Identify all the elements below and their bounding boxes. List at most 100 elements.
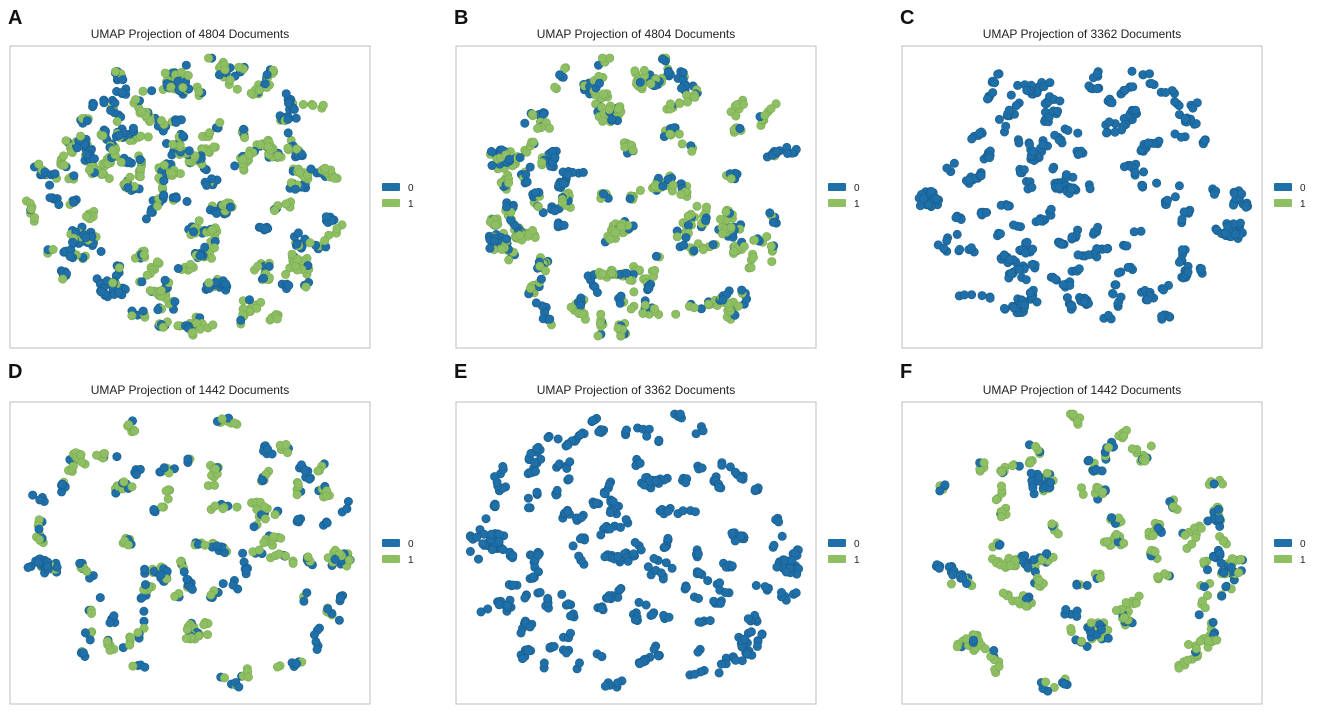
point-class-0 [1025,139,1035,149]
point-class-0 [647,610,657,620]
point-class-1 [178,83,188,93]
point-class-0 [69,171,79,181]
legend: 01 [828,183,860,210]
point-class-1 [629,287,639,297]
point-class-0 [99,98,109,108]
point-class-1 [268,532,278,542]
point-class-1 [220,673,230,683]
point-class-1 [77,457,87,467]
point-class-1 [1042,468,1052,478]
point-class-0 [135,155,145,165]
point-class-0 [139,606,149,616]
legend-label-1: 1 [408,199,414,210]
legend: 01 [1274,539,1306,566]
point-class-0 [476,607,486,617]
point-class-0 [990,78,1000,88]
point-class-0 [117,87,127,97]
point-class-0 [621,515,631,525]
point-class-0 [649,553,659,563]
point-class-1 [497,245,507,255]
point-class-0 [159,176,169,186]
point-class-0 [948,570,958,580]
point-class-1 [208,320,218,330]
point-class-1 [665,99,675,109]
point-class-0 [958,573,968,583]
point-class-0 [664,612,674,622]
point-class-0 [703,576,713,586]
point-class-1 [272,662,282,672]
point-class-1 [689,303,699,313]
point-class-1 [153,201,163,211]
point-class-0 [768,217,778,227]
point-class-0 [1174,181,1184,191]
point-class-1 [58,151,68,161]
point-class-0 [1062,170,1072,180]
legend: 01 [828,539,860,566]
point-class-0 [539,658,549,668]
point-class-1 [268,65,278,75]
point-class-1 [102,636,112,646]
point-class-0 [487,161,497,171]
point-class-0 [621,268,631,278]
point-class-0 [576,430,586,440]
point-class-0 [731,655,741,665]
point-class-0 [597,651,607,661]
point-class-0 [663,533,673,543]
point-class-0 [1027,260,1037,270]
point-class-0 [96,287,106,297]
point-class-1 [176,557,186,567]
point-class-1 [76,450,86,460]
point-class-0 [502,202,512,212]
point-class-0 [260,224,270,234]
point-class-0 [591,498,601,508]
point-class-1 [674,129,684,139]
point-class-1 [220,65,230,75]
point-class-0 [654,435,664,445]
point-class-0 [545,314,555,324]
point-class-0 [1006,90,1016,100]
point-class-0 [561,648,571,658]
point-class-1 [668,180,678,190]
point-class-1 [766,104,776,114]
point-class-1 [195,324,205,334]
point-class-0 [1230,229,1240,239]
point-class-1 [200,540,210,550]
point-class-1 [173,321,183,331]
point-class-1 [293,479,303,489]
point-class-0 [1203,565,1213,575]
point-class-0 [342,504,352,514]
point-class-1 [156,116,166,126]
panel-letter: E [454,361,467,383]
point-class-0 [1223,221,1233,231]
point-class-0 [1046,204,1056,214]
point-class-0 [486,147,496,157]
point-class-0 [498,545,508,555]
point-class-1 [760,111,770,121]
point-class-0 [1021,275,1031,285]
point-class-1 [263,142,273,152]
point-class-1 [1026,458,1036,468]
point-class-0 [934,563,944,573]
point-class-1 [240,133,250,143]
point-class-0 [634,597,644,607]
point-class-1 [1199,557,1209,567]
point-class-0 [1074,149,1084,159]
point-class-0 [615,584,625,594]
point-class-0 [1056,239,1066,249]
point-class-0 [574,551,584,561]
legend-label-1: 1 [854,555,860,566]
point-class-0 [283,98,293,108]
point-class-0 [718,295,728,305]
point-class-1 [596,309,606,319]
point-class-1 [246,88,256,98]
point-class-0 [966,243,976,253]
point-class-1 [527,226,537,236]
point-class-0 [146,207,156,217]
point-class-0 [260,79,270,89]
point-class-1 [994,661,1004,671]
point-class-1 [491,220,501,230]
point-class-0 [478,539,488,549]
point-class-0 [536,274,546,284]
legend-label-0: 0 [854,183,860,194]
